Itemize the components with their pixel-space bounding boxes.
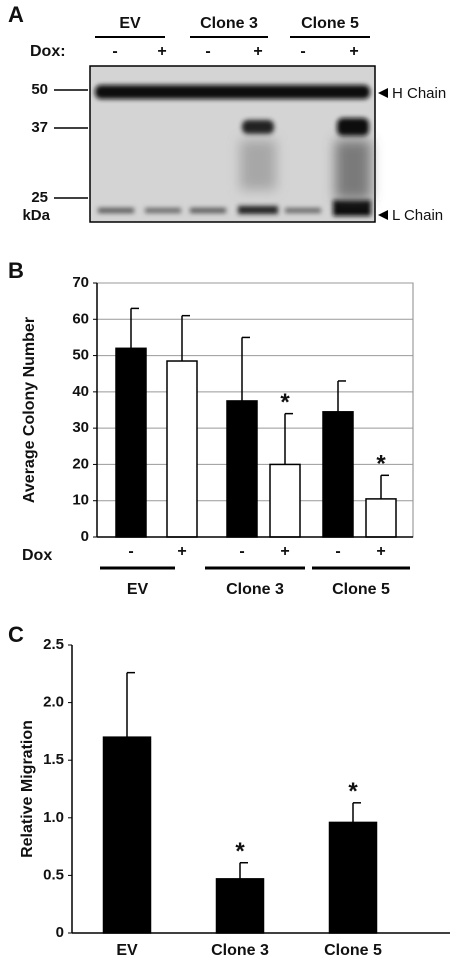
group-label: EV (119, 15, 141, 32)
marker-label: 37 (31, 119, 48, 136)
y-axis-label: Relative Migration (19, 720, 36, 858)
panel-letter: A (8, 2, 24, 27)
bar (104, 737, 151, 933)
y-tick-label: 0.5 (43, 866, 64, 883)
panel-letter: B (8, 258, 24, 283)
bar (323, 412, 353, 537)
x-tick-label: - (239, 543, 244, 560)
group-label: Clone 5 (301, 15, 359, 32)
marker-label: 25 (31, 189, 48, 206)
bar (167, 361, 197, 537)
y-tick-label: 40 (72, 383, 89, 400)
bar (116, 348, 146, 537)
y-tick-label: 20 (72, 455, 89, 472)
x-tick-label: - (128, 543, 133, 560)
bar (227, 401, 257, 537)
group-label: Clone 3 (226, 581, 284, 598)
band-label: H Chain (392, 85, 446, 102)
y-tick-label: 2.5 (43, 636, 64, 653)
dox-sign: - (112, 43, 117, 60)
dox-sign: + (157, 43, 166, 60)
bar (366, 499, 396, 537)
y-tick-label: 60 (72, 310, 89, 327)
group-label: Clone 3 (200, 15, 258, 32)
bar (330, 822, 377, 933)
y-tick-label: 70 (72, 274, 89, 291)
band-label: L Chain (392, 207, 443, 224)
dox-sign: + (349, 43, 358, 60)
bar (270, 464, 300, 537)
dox-sign: + (253, 43, 262, 60)
y-tick-label: 30 (72, 419, 89, 436)
y-tick-label: 50 (72, 347, 89, 364)
blot (90, 66, 388, 222)
dox-label: Dox: (30, 43, 66, 60)
y-tick-label: 1.5 (43, 751, 64, 768)
y-tick-label: 2.0 (43, 694, 64, 711)
y-tick-label: 10 (72, 492, 89, 509)
figure: A EV Clone 3 Clone 5 Dox: - + - + - + 50… (0, 0, 471, 966)
dox-sign: - (205, 43, 210, 60)
x-tick-label: + (376, 543, 385, 560)
x-tick-label: + (280, 543, 289, 560)
panel-letter: C (8, 622, 24, 647)
x-axis-label: Dox (22, 547, 52, 564)
significance-mark: * (280, 389, 290, 416)
x-tick-label: - (335, 543, 340, 560)
x-tick-label: EV (116, 942, 138, 959)
y-tick-label: 0 (56, 924, 64, 941)
marker-label: kDa (22, 207, 50, 224)
y-tick-label: 1.0 (43, 809, 64, 826)
bar (217, 879, 264, 933)
y-axis-label: Average Colony Number (21, 317, 38, 503)
significance-mark: * (348, 778, 358, 805)
x-tick-label: Clone 5 (324, 942, 382, 959)
marker-label: 50 (31, 81, 48, 98)
group-label: Clone 5 (332, 581, 390, 598)
y-tick-label: 0 (81, 528, 89, 545)
dox-sign: - (300, 43, 305, 60)
x-tick-label: + (177, 543, 186, 560)
x-tick-label: Clone 3 (211, 942, 269, 959)
group-label: EV (127, 581, 149, 598)
significance-mark: * (376, 451, 386, 478)
significance-mark: * (235, 838, 245, 865)
